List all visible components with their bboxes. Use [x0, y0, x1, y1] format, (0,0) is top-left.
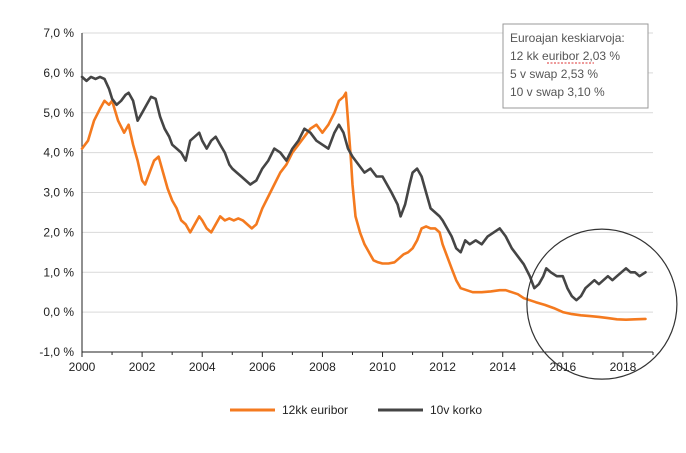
x-tick-label: 2002 — [129, 360, 156, 374]
gridlines — [82, 32, 653, 353]
y-tick-label: 7,0 % — [43, 26, 74, 40]
x-tick-label: 2014 — [489, 360, 516, 374]
legend: 12kk euribor 10v korko — [230, 403, 482, 417]
y-tick-label: 5,0 % — [43, 106, 74, 120]
x-tick-label: 2004 — [189, 360, 216, 374]
x-axis: 2000 2002 2004 2006 2008 2010 2012 2014 2016 2018 — [69, 351, 654, 374]
y-axis: -1,0 % 0,0 % 1,0 % 2,0 % 3,0 % 4,0 % 5,0 % 6,0 … — [39, 26, 83, 359]
legend-label-euribor: 12kk euribor — [282, 403, 348, 417]
annotation-line-2: 12 kk euribor 2,03 % — [510, 49, 620, 63]
y-tick-label: 2,0 % — [43, 225, 74, 239]
y-tick-label: 0,0 % — [43, 305, 74, 319]
y-tick-label: 4,0 % — [43, 146, 74, 160]
x-tick-label: 2012 — [429, 360, 456, 374]
annotation-line-4: 10 v swap 3,10 % — [510, 85, 605, 99]
y-tick-label: -1,0 % — [39, 345, 74, 359]
x-tick-label: 2008 — [309, 360, 336, 374]
annotation-line-3: 5 v swap 2,53 % — [510, 67, 598, 81]
legend-label-10v: 10v korko — [430, 403, 482, 417]
x-tick-label: 2010 — [369, 360, 396, 374]
x-tick-label: 2000 — [69, 360, 96, 374]
series-line-euribor — [80, 91, 647, 321]
x-tick-label: 2018 — [610, 360, 637, 374]
x-tick-label: 2006 — [249, 360, 276, 374]
annotation-line-1: Euroajan keskiarvoja: — [510, 31, 625, 45]
annotation-box: Euroajan keskiarvoja: 12 kk euribor 2,03… — [502, 23, 649, 109]
annotation-frame — [502, 23, 649, 109]
y-tick-label: 6,0 % — [43, 66, 74, 80]
series-line-10v-korko — [80, 75, 647, 302]
y-tick-label: 3,0 % — [43, 186, 74, 200]
y-tick-label: 1,0 % — [43, 265, 74, 279]
highlight-circle — [526, 228, 678, 380]
series-group — [80, 75, 647, 321]
